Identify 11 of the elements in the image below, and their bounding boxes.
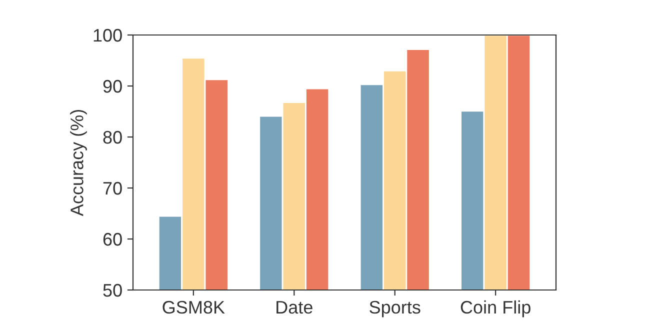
x-tick-label: Date [276,301,312,314]
y-tick-label: 70 [103,182,122,195]
x-tick-label: Coin Flip [460,300,530,318]
x-tick-label: Sports [370,300,420,318]
y-tick-label: 90 [103,80,122,93]
y-axis-title: Accuracy (%) [70,110,87,216]
y-tick-label: 60 [103,232,122,246]
x-tick-label: GSM8K [162,300,225,314]
y-tick-label: 80 [103,130,122,144]
y-tick-label: 100 [94,28,122,42]
y-tick-label: 50 [103,284,122,297]
